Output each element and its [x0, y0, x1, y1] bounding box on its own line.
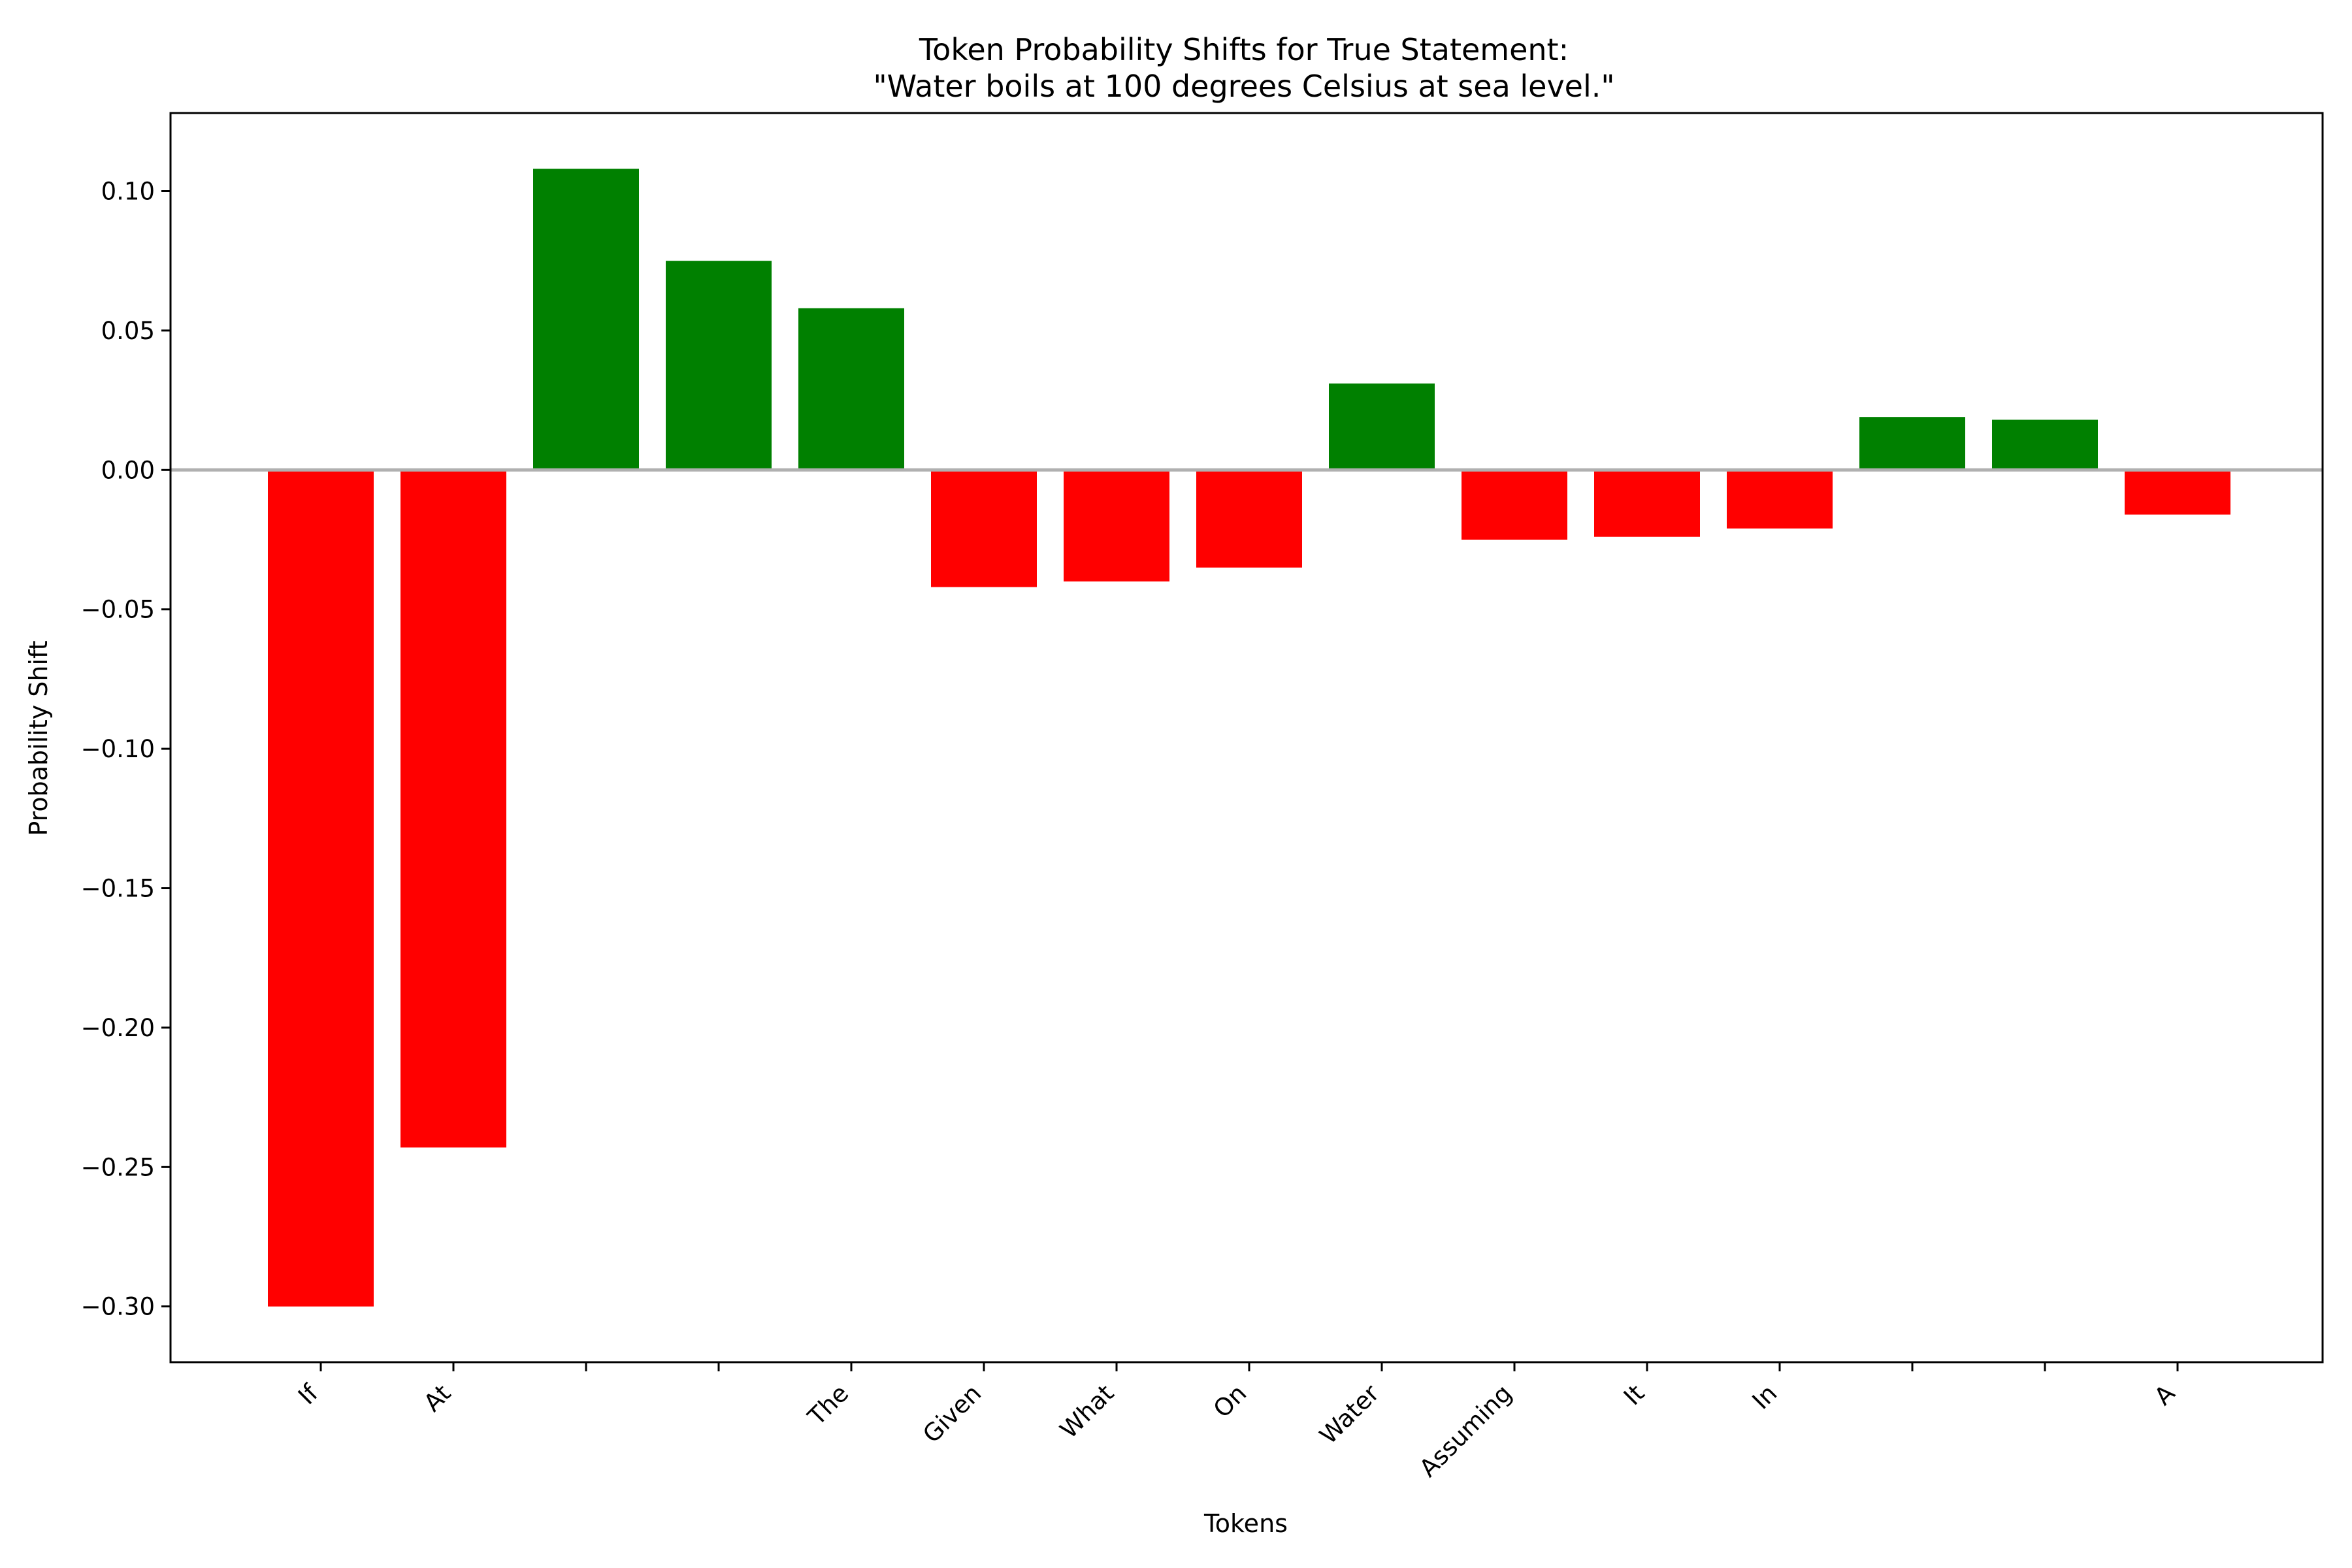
y-axis-label: Probability Shift [24, 640, 53, 836]
chart-title-line-2: "Water boils at 100 degrees Celsius at s… [873, 69, 1614, 104]
bar-group [268, 169, 2230, 1307]
plot-frame [169, 112, 2324, 1364]
bar-1 [400, 470, 506, 1148]
bar-3 [666, 261, 772, 470]
bar-13 [1992, 419, 2098, 470]
y-axis: 0.10 0.05 0.00 −0.05 −0.10 −0.15 −0.20 −0.25 −0.… [81, 178, 171, 1321]
bar-6 [1064, 470, 1169, 581]
y-tick-label-7: −0.25 [81, 1153, 155, 1181]
bar-9 [1462, 470, 1567, 540]
bar-0 [268, 470, 374, 1307]
y-tick-label-1: 0.05 [101, 317, 155, 345]
bar-7 [1196, 470, 1302, 568]
y-tick-label-3: −0.05 [81, 596, 155, 624]
y-tick-label-8: −0.30 [81, 1293, 155, 1321]
bar-2 [533, 169, 639, 470]
y-tick-label-5: −0.15 [81, 875, 155, 903]
bar-14 [2125, 470, 2230, 515]
bar-8 [1329, 384, 1435, 470]
bar-4 [798, 308, 904, 470]
chart-title-line-1: Token Probability Shifts for True Statem… [919, 32, 1569, 67]
bar-12 [1859, 417, 1965, 470]
y-tick-label-6: −0.20 [81, 1014, 155, 1042]
bar-11 [1727, 470, 1833, 529]
bar-10 [1594, 470, 1700, 537]
y-tick-label-0: 0.10 [101, 178, 155, 206]
x-axis-label: Tokens [1203, 1509, 1288, 1538]
y-tick-label-4: −0.10 [81, 735, 155, 763]
bar-5 [931, 470, 1037, 587]
y-tick-label-2: 0.00 [101, 456, 155, 484]
